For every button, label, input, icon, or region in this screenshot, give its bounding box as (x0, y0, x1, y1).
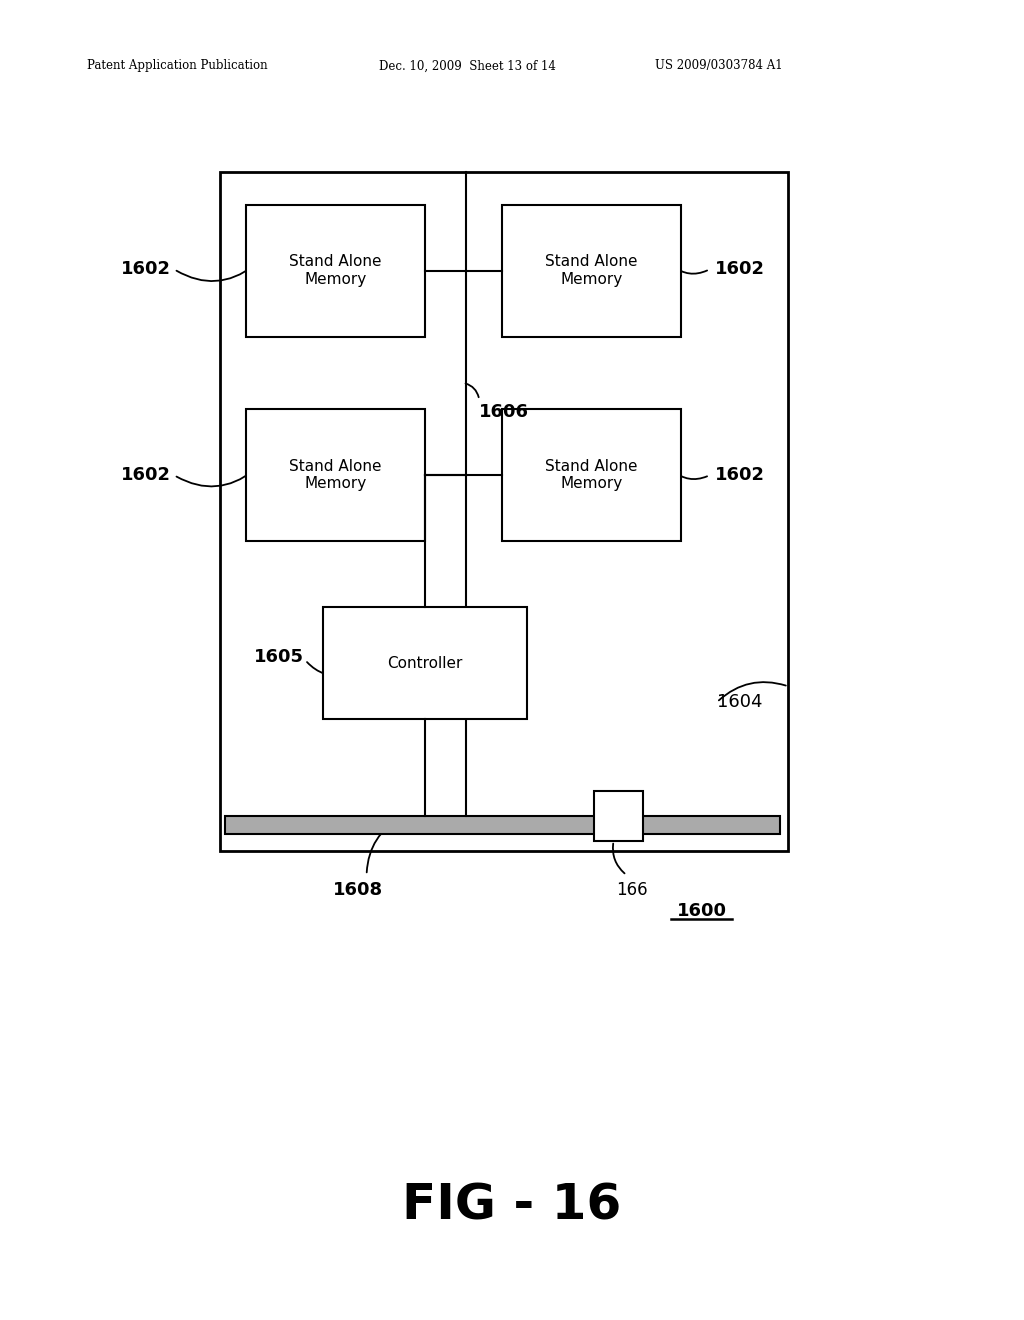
Text: 1605: 1605 (254, 648, 304, 667)
Text: 1608: 1608 (333, 880, 383, 899)
Bar (220, 172, 788, 851)
Text: Dec. 10, 2009  Sheet 13 of 14: Dec. 10, 2009 Sheet 13 of 14 (379, 59, 556, 73)
Text: Stand Alone
Memory: Stand Alone Memory (545, 459, 638, 491)
Bar (246, 205, 425, 337)
Text: 1602: 1602 (715, 260, 765, 279)
Text: 1602: 1602 (121, 260, 171, 279)
Text: 166: 166 (616, 880, 648, 899)
Text: Stand Alone
Memory: Stand Alone Memory (289, 459, 382, 491)
Text: US 2009/0303784 A1: US 2009/0303784 A1 (655, 59, 783, 73)
Text: 1604: 1604 (717, 693, 762, 711)
Bar (502, 409, 681, 541)
Text: Controller: Controller (387, 656, 463, 671)
Text: Patent Application Publication: Patent Application Publication (87, 59, 267, 73)
Bar (225, 816, 780, 834)
Text: 1602: 1602 (715, 466, 765, 484)
Text: 1602: 1602 (121, 466, 171, 484)
Bar (502, 205, 681, 337)
Text: 1606: 1606 (479, 403, 529, 421)
Text: FIG - 16: FIG - 16 (402, 1181, 622, 1229)
Text: Stand Alone
Memory: Stand Alone Memory (545, 255, 638, 286)
Text: Stand Alone
Memory: Stand Alone Memory (289, 255, 382, 286)
Text: 1600: 1600 (677, 902, 726, 920)
Bar (246, 409, 425, 541)
Bar (594, 791, 643, 841)
Bar (323, 607, 527, 719)
